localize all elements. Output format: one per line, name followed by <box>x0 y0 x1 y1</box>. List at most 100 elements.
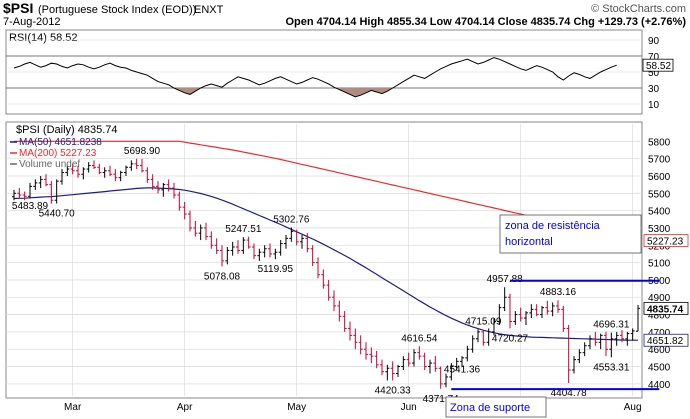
price-bar <box>310 245 315 267</box>
price-bar <box>417 346 422 360</box>
price-bar <box>406 352 411 367</box>
price-bar <box>422 352 427 371</box>
x-axis: MarAprMayJunJulAug <box>64 402 642 413</box>
rsi-current-tag: 58.52 <box>642 58 674 72</box>
price-bar <box>465 345 470 362</box>
price-tick-label: 5300 <box>648 224 671 235</box>
price-bar <box>60 169 64 185</box>
price-tick-label: 5100 <box>648 259 671 270</box>
rsi-current-label: 58.52 <box>646 61 671 72</box>
price-annotation: 4957.88 <box>487 274 524 285</box>
resistance-label-line1: zona de resistência <box>505 220 601 232</box>
price-panel-title: $PSI (Daily) 4835.74 <box>16 124 118 136</box>
price-bar <box>353 328 358 350</box>
price-bar <box>454 357 459 371</box>
price-panel: 5800570056005500540053005200510050004900… <box>5 121 689 418</box>
price-bar <box>348 321 352 341</box>
price-bar <box>22 191 27 201</box>
price-bar <box>577 349 582 364</box>
price-bar <box>513 311 518 325</box>
price-bar <box>476 329 480 343</box>
price-bar <box>257 248 262 261</box>
price-tick-label: 5400 <box>648 207 671 218</box>
support-label: Zona de suporte <box>450 402 530 414</box>
legend-item: MA(200) 5227.23 <box>10 148 97 159</box>
price-bar <box>278 240 283 256</box>
price-bar <box>289 227 294 242</box>
price-annotation: 4696.31 <box>593 320 630 331</box>
price-bar <box>433 356 438 372</box>
price-tick-label: 5000 <box>648 276 671 287</box>
price-bar <box>497 304 502 325</box>
price-bar <box>108 165 112 176</box>
price-bar <box>204 222 208 241</box>
price-bar <box>529 304 534 319</box>
rsi-grid <box>6 39 642 105</box>
price-tick-label: 5600 <box>648 172 671 183</box>
legend-item: MA(50) 4651.8238 <box>10 137 102 148</box>
price-bar <box>369 347 374 364</box>
price-bar <box>177 191 182 211</box>
month-label: Aug <box>624 402 642 413</box>
right-tag-ma200: 5227.23 <box>643 234 689 248</box>
resistance-label-box: zona de resistência horizontal <box>499 214 642 254</box>
rsi-tick-label: 10 <box>648 100 660 111</box>
price-bar <box>236 240 240 254</box>
price-bar <box>246 236 251 249</box>
price-bar <box>118 170 123 182</box>
price-bar <box>380 359 384 376</box>
rsi-panel: RSI(14) 58.52 90 70 50 30 10 58.52 <box>5 29 674 115</box>
price-bar <box>412 349 416 367</box>
price-annotation: 4420.33 <box>375 385 412 396</box>
price-bar <box>588 335 592 350</box>
price-annotation: 4404.78 <box>551 388 588 399</box>
month-label: May <box>287 402 306 413</box>
price-bar <box>332 290 336 312</box>
price-bar <box>97 163 102 175</box>
rsi-ticks: 90 70 50 30 10 <box>648 36 660 111</box>
price-bar <box>545 300 550 315</box>
price-bar <box>70 163 75 175</box>
price-bar <box>550 302 555 317</box>
right-tag-label: 5227.23 <box>647 237 684 248</box>
price-bar <box>182 201 187 220</box>
price-bar <box>161 182 166 197</box>
price-bar <box>156 181 160 194</box>
chart-date: 7-Aug-2012 <box>3 16 61 28</box>
price-bar <box>38 175 43 189</box>
price-bar <box>524 311 528 325</box>
price-bar <box>214 238 219 254</box>
right-tag-ma50: 4651.82 <box>643 333 689 347</box>
price-bar <box>390 361 395 381</box>
price-bar <box>17 188 22 199</box>
price-bar <box>609 332 614 358</box>
price-bar <box>337 300 342 322</box>
rsi-tick-label: 50 <box>648 68 660 79</box>
price-bar <box>140 158 144 173</box>
price-bar <box>76 165 80 178</box>
month-label: Mar <box>64 402 82 413</box>
price-bar <box>321 269 326 289</box>
price-bar <box>470 335 475 353</box>
price-bar <box>305 233 310 253</box>
chart-symbol: $PSI <box>3 0 33 16</box>
price-bar <box>540 305 544 319</box>
price-bar <box>86 162 91 173</box>
price-bar <box>241 237 246 254</box>
price-annotation: 4371.74 <box>423 394 460 405</box>
right-axis-tags: 5227.23 4835.74 4651.82 <box>643 234 689 347</box>
price-bar <box>438 366 443 389</box>
price-annotation: 5078.08 <box>204 271 241 282</box>
stockcharts-watermark: © StockCharts.com <box>591 3 686 15</box>
price-annotation: 4553.31 <box>593 362 630 373</box>
price-bar <box>614 331 619 346</box>
price-bar <box>294 229 299 246</box>
price-bar <box>492 318 496 336</box>
price-bar <box>150 174 155 190</box>
right-tag-label: 4835.74 <box>647 304 684 315</box>
price-bar <box>81 167 86 180</box>
price-bar <box>518 307 523 322</box>
price-bar <box>364 342 368 360</box>
price-bar <box>166 179 171 192</box>
